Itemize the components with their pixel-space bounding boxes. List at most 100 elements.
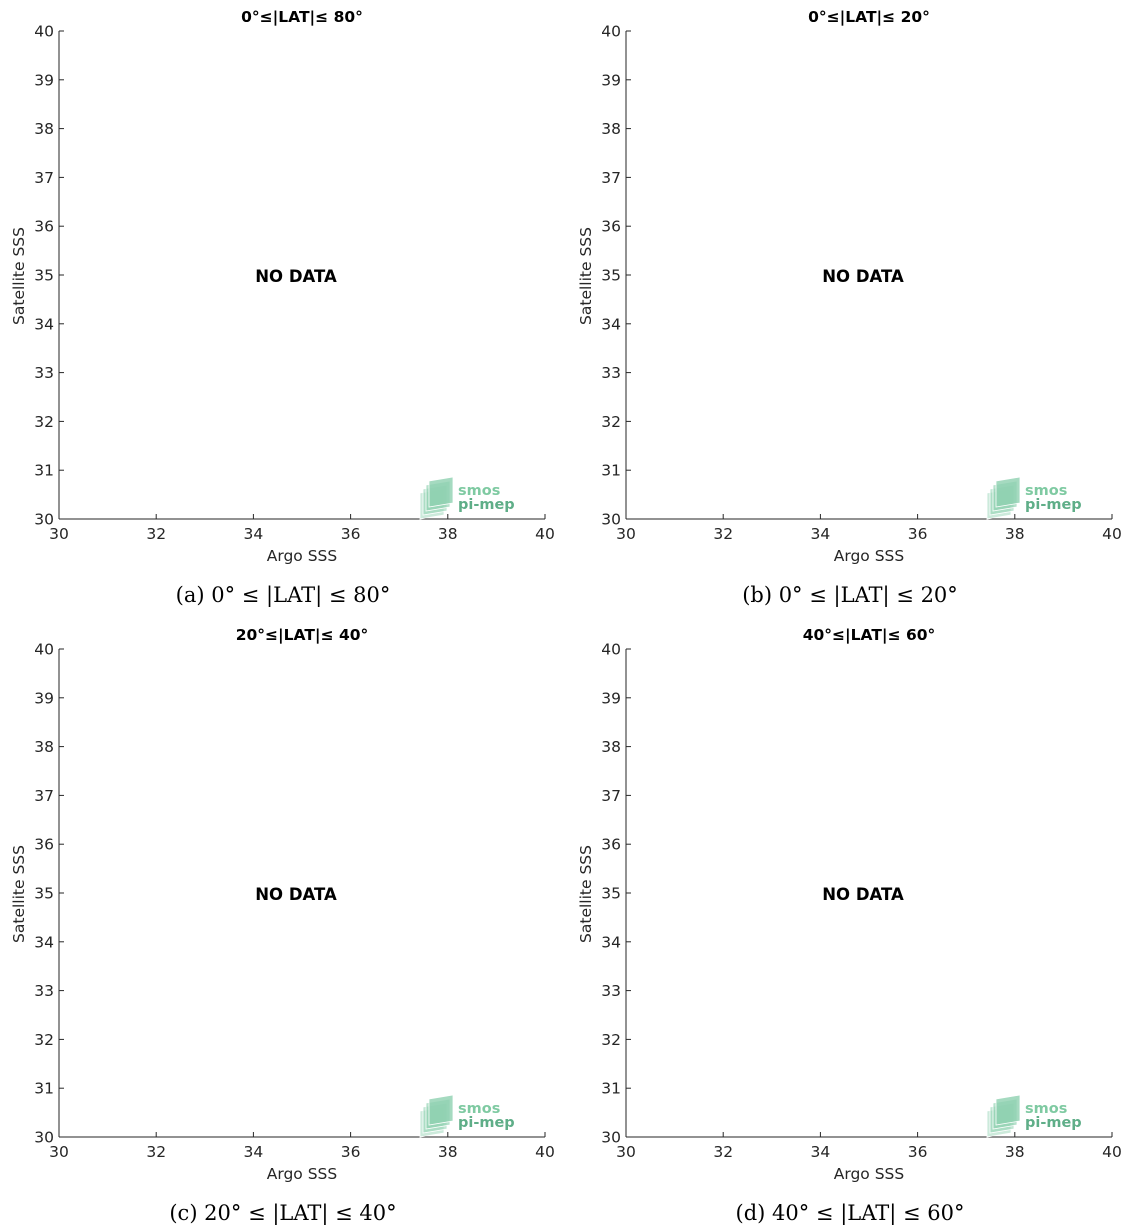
y-tick-label: 38 xyxy=(601,120,621,138)
y-tick-label: 38 xyxy=(34,738,54,756)
x-axis-title: Argo SSS xyxy=(834,547,904,565)
subfigure-caption: (b) 0° ≤ |LAT| ≤ 20° xyxy=(742,583,958,608)
x-tick-label: 30 xyxy=(49,1143,69,1161)
y-tick-label: 35 xyxy=(601,267,621,285)
y-tick-label: 33 xyxy=(34,364,54,382)
plot-title: 20°≤|LAT|≤ 40° xyxy=(236,626,369,645)
y-tick-label: 30 xyxy=(601,1129,621,1147)
x-tick-label: 30 xyxy=(49,525,69,543)
logo-text-pi-mep: pi-mep xyxy=(1025,497,1082,513)
x-axis-title: Argo SSS xyxy=(834,1165,904,1183)
x-tick-label: 38 xyxy=(438,525,458,543)
logo-text-smos: smos xyxy=(1025,1101,1067,1117)
x-tick-label: 36 xyxy=(908,1143,928,1161)
y-tick-label: 38 xyxy=(34,120,54,138)
y-tick-label: 37 xyxy=(34,169,54,187)
panel-b: 30 31 32 33 34 35 36 37 38 39 40 30 32 34 36 38 40 0°≤|LA… xyxy=(577,8,1122,608)
logo-layer-shape xyxy=(995,1094,1021,1126)
x-tick-label: 38 xyxy=(1005,1143,1025,1161)
logo-text-smos: smos xyxy=(458,483,500,499)
logo-text-pi-mep: pi-mep xyxy=(458,1115,515,1131)
logo-text-smos: smos xyxy=(458,1101,500,1117)
x-tick-label: 34 xyxy=(811,1143,831,1161)
y-tick-label: 35 xyxy=(34,267,54,285)
x-tick-label: 34 xyxy=(244,525,264,543)
y-tick-label: 37 xyxy=(601,169,621,187)
y-tick-label: 31 xyxy=(601,462,621,480)
y-tick-label: 35 xyxy=(601,885,621,903)
y-tick-label: 30 xyxy=(601,511,621,529)
no-data-label: NO DATA xyxy=(822,267,904,286)
y-tick-label: 37 xyxy=(601,787,621,805)
y-tick-label: 33 xyxy=(34,982,54,1000)
panel-a: 30 31 32 33 34 35 36 37 38 39 40 30 32 34 36 38 40 0°≤|LA… xyxy=(10,8,555,608)
y-tick-label: 37 xyxy=(34,787,54,805)
y-tick-label: 34 xyxy=(601,933,621,951)
y-tick-label: 40 xyxy=(601,641,621,659)
y-tick-label: 36 xyxy=(34,218,54,236)
subfigure-caption: (d) 40° ≤ |LAT| ≤ 60° xyxy=(736,1201,965,1226)
y-tick-label: 34 xyxy=(34,315,54,333)
x-tick-label: 38 xyxy=(1005,525,1025,543)
y-tick-label: 32 xyxy=(34,413,54,431)
y-axis-title: Satellite SSS xyxy=(577,227,595,325)
logo-text-pi-mep: pi-mep xyxy=(1025,1115,1082,1131)
y-tick-label: 39 xyxy=(34,689,54,707)
x-tick-label: 32 xyxy=(713,525,733,543)
subfigure-caption: (a) 0° ≤ |LAT| ≤ 80° xyxy=(176,583,391,608)
x-tick-label: 30 xyxy=(616,1143,636,1161)
y-tick-label: 30 xyxy=(34,511,54,529)
plot-title: 0°≤|LAT|≤ 20° xyxy=(808,8,930,27)
y-tick-label: 36 xyxy=(601,836,621,854)
x-tick-label: 30 xyxy=(616,525,636,543)
x-tick-label: 40 xyxy=(1102,1143,1122,1161)
plot-title: 0°≤|LAT|≤ 80° xyxy=(241,8,363,27)
logo-layer-shape xyxy=(428,476,454,508)
y-tick-label: 36 xyxy=(601,218,621,236)
no-data-label: NO DATA xyxy=(255,267,337,286)
y-tick-label: 32 xyxy=(601,1031,621,1049)
x-tick-label: 40 xyxy=(1102,525,1122,543)
y-axis-title: Satellite SSS xyxy=(577,845,595,943)
x-tick-label: 32 xyxy=(146,525,166,543)
y-tick-label: 33 xyxy=(601,982,621,1000)
x-axis-title: Argo SSS xyxy=(267,1165,337,1183)
y-tick-label: 36 xyxy=(34,836,54,854)
y-tick-label: 39 xyxy=(34,71,54,89)
y-tick-label: 40 xyxy=(34,23,54,41)
y-axis-title: Satellite SSS xyxy=(10,227,28,325)
panel-d: 30 31 32 33 34 35 36 37 38 39 40 30 32 34 36 38 40 40°≤|L… xyxy=(577,626,1122,1226)
x-tick-label: 32 xyxy=(146,1143,166,1161)
y-tick-label: 39 xyxy=(601,71,621,89)
y-tick-label: 30 xyxy=(34,1129,54,1147)
plot-title: 40°≤|LAT|≤ 60° xyxy=(803,626,936,645)
logo-layer-shape xyxy=(995,476,1021,508)
logo-text-pi-mep: pi-mep xyxy=(458,497,515,513)
y-tick-label: 38 xyxy=(601,738,621,756)
y-tick-label: 31 xyxy=(34,1080,54,1098)
no-data-label: NO DATA xyxy=(822,885,904,904)
y-tick-label: 31 xyxy=(601,1080,621,1098)
y-tick-label: 34 xyxy=(34,933,54,951)
y-tick-label: 34 xyxy=(601,315,621,333)
x-tick-label: 40 xyxy=(535,525,555,543)
x-axis-title: Argo SSS xyxy=(267,547,337,565)
y-axis-title: Satellite SSS xyxy=(10,845,28,943)
y-tick-label: 40 xyxy=(34,641,54,659)
x-tick-label: 34 xyxy=(811,525,831,543)
y-tick-label: 32 xyxy=(34,1031,54,1049)
x-tick-label: 36 xyxy=(908,525,928,543)
x-tick-label: 38 xyxy=(438,1143,458,1161)
y-tick-label: 35 xyxy=(34,885,54,903)
no-data-label: NO DATA xyxy=(255,885,337,904)
y-tick-label: 39 xyxy=(601,689,621,707)
panel-c: 30 31 32 33 34 35 36 37 38 39 40 30 32 34 36 38 40 20°≤|L… xyxy=(10,626,555,1226)
y-tick-label: 31 xyxy=(34,462,54,480)
logo-text-smos: smos xyxy=(1025,483,1067,499)
x-tick-label: 40 xyxy=(535,1143,555,1161)
